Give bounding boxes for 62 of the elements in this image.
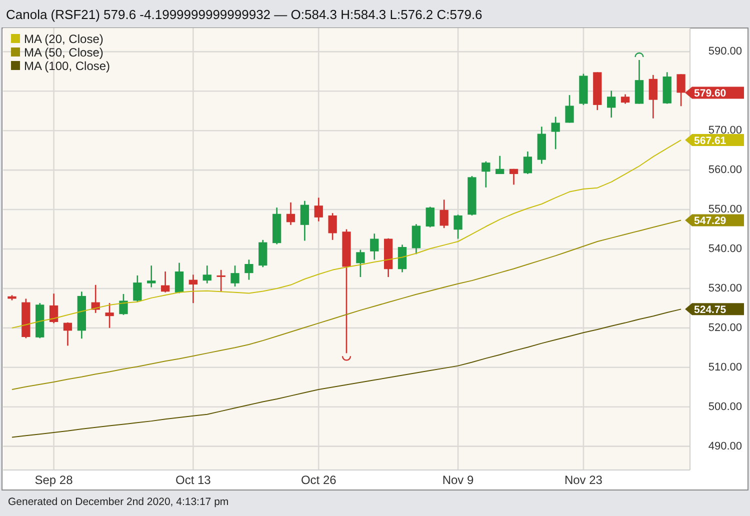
candlestick bbox=[551, 116, 560, 150]
x-tick-label: Nov 9 bbox=[442, 473, 474, 487]
candlestick bbox=[565, 94, 574, 124]
candlestick bbox=[300, 200, 310, 242]
chart-title: Canola (RSF21) 579.6 -4.1999999999999932 — O:584.3 H:584.3 L:576.2 C:579.6 bbox=[6, 7, 482, 22]
y-tick-label: 510.00 bbox=[708, 361, 742, 374]
candlestick bbox=[440, 199, 448, 229]
candlestick bbox=[496, 155, 504, 175]
x-tick-label: Oct 13 bbox=[175, 473, 212, 487]
candlestick bbox=[314, 197, 323, 222]
candlestick bbox=[244, 259, 254, 280]
candlestick bbox=[230, 264, 240, 288]
candlestick bbox=[509, 168, 518, 186]
line-series bbox=[11, 140, 682, 328]
candlestick bbox=[174, 262, 184, 294]
candlestick bbox=[202, 264, 212, 284]
candlestick bbox=[634, 59, 644, 104]
candlestick bbox=[398, 244, 407, 273]
candlestick bbox=[49, 292, 58, 324]
candlestick bbox=[258, 239, 268, 268]
data-label: 547.29 bbox=[694, 215, 726, 228]
legend-label: MA (100, Close) bbox=[24, 59, 110, 73]
candlestick bbox=[119, 293, 128, 316]
candlestick bbox=[454, 214, 462, 240]
candlestick bbox=[370, 232, 379, 260]
candlestick bbox=[620, 94, 630, 104]
candlestick bbox=[607, 90, 616, 118]
legend-label: MA (20, Close) bbox=[24, 32, 104, 46]
y-tick-label: 570.00 bbox=[708, 124, 742, 137]
candlestick bbox=[356, 249, 365, 278]
line-series bbox=[11, 308, 682, 438]
candlestick bbox=[188, 274, 198, 304]
candlestick bbox=[216, 269, 226, 292]
data-label: 524.75 bbox=[694, 304, 726, 316]
candlestick bbox=[105, 302, 114, 329]
text: 579.60 bbox=[694, 88, 726, 100]
candlestick bbox=[160, 270, 170, 294]
candlestick bbox=[147, 264, 156, 288]
legend-label: MA (50, Close) bbox=[24, 46, 104, 60]
line-series bbox=[11, 220, 682, 390]
candlestick bbox=[328, 212, 337, 241]
data-label: 567.61 bbox=[694, 135, 726, 148]
x-tick-label: Nov 23 bbox=[564, 473, 603, 487]
y-tick-label: 530.00 bbox=[708, 282, 742, 294]
candlestick bbox=[426, 206, 434, 228]
y-tick-label: 540.00 bbox=[708, 243, 742, 255]
candlestick bbox=[412, 223, 421, 255]
candlestick bbox=[523, 150, 532, 175]
y-tick-label: 490.00 bbox=[708, 440, 742, 452]
y-tick-label: 500.00 bbox=[708, 400, 742, 413]
y-tick-label: 590.00 bbox=[708, 46, 742, 58]
text: Generated on December 2nd 2020, 4:13:17 pm bbox=[8, 496, 229, 508]
candlestick bbox=[133, 274, 142, 302]
y-tick-label: 550.00 bbox=[708, 204, 742, 216]
y-tick-label: 560.00 bbox=[708, 164, 742, 176]
candlestick bbox=[482, 160, 490, 188]
candlestick bbox=[648, 74, 658, 120]
candlestick bbox=[63, 322, 72, 346]
y-tick-label: 520.00 bbox=[708, 322, 742, 334]
x-tick-label: Oct 26 bbox=[300, 473, 337, 487]
x-tick-label: Sep 28 bbox=[34, 473, 74, 487]
candlestick bbox=[286, 202, 296, 226]
